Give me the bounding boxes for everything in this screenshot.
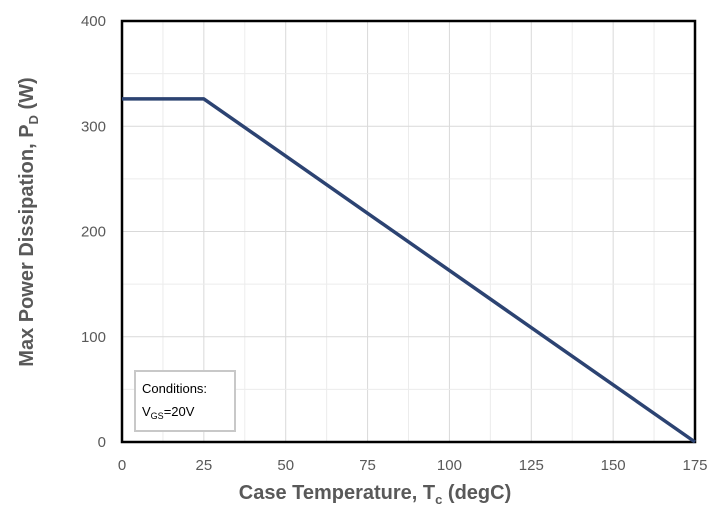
y-axis-title-suffix: (W) [16, 77, 38, 115]
x-tick-label: 100 [437, 457, 462, 474]
x-axis-title-main: Case Temperature, T [239, 482, 435, 504]
x-tick-label: 75 [359, 457, 376, 474]
x-tick-label: 0 [118, 457, 126, 474]
conditions-value: VGS=20V [142, 404, 195, 421]
conditions-var-sub: GS [151, 411, 164, 421]
plot-frame [120, 19, 697, 444]
y-tick-label: 400 [81, 13, 106, 30]
y-axis-title-main: Max Power Dissipation, P [16, 124, 38, 366]
x-tick-label: 50 [277, 457, 294, 474]
conditions-box [134, 370, 236, 432]
grid-lines [122, 21, 695, 442]
x-tick-label: 25 [196, 457, 213, 474]
y-tick-label: 300 [81, 118, 106, 135]
x-tick-label: 125 [519, 457, 544, 474]
y-axis-title: Max Power Dissipation, PD (W) [16, 77, 41, 366]
y-axis-title-sub: D [26, 115, 41, 124]
y-tick-label: 0 [98, 434, 106, 451]
y-tick-label: 100 [81, 329, 106, 346]
series-line-0 [122, 97, 697, 444]
conditions-var: V [142, 404, 151, 419]
x-axis-title: Case Temperature, Tc (degC) [239, 482, 512, 507]
conditions-annotation: Conditions: VGS=20V [134, 370, 236, 432]
y-tick-label: 200 [81, 224, 106, 241]
y-axis-ticks: 0 100 200 300 400 [81, 13, 106, 451]
x-axis-title-sub: c [435, 492, 442, 507]
x-tick-label: 150 [601, 457, 626, 474]
conditions-title: Conditions: [142, 381, 207, 396]
x-axis-ticks: 0 25 50 75 100 125 150 175 [118, 457, 708, 474]
x-tick-label: 175 [682, 457, 707, 474]
series-layer [122, 97, 697, 444]
x-axis-title-suffix: (degC) [442, 482, 511, 504]
conditions-var-value: =20V [164, 404, 195, 419]
